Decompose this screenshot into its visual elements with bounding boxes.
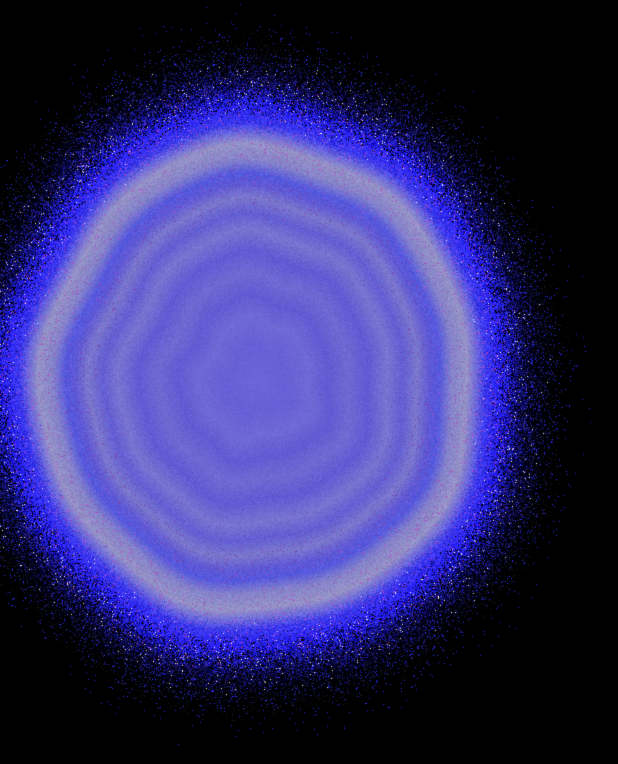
scene-background <box>0 0 618 764</box>
glow-orb-canvas <box>0 0 618 764</box>
